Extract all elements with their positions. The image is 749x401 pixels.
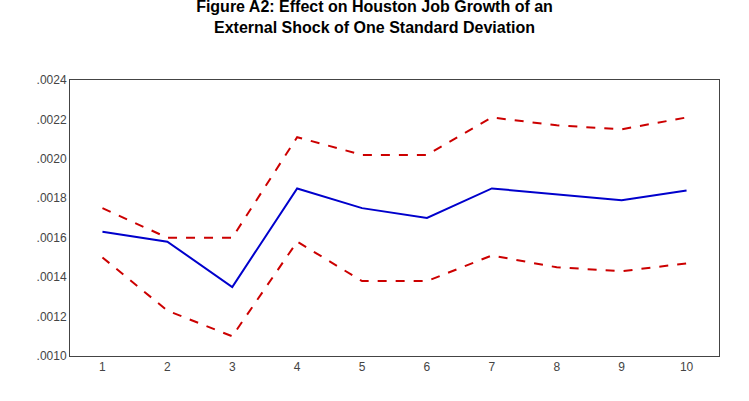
svg-text:3: 3 [229,360,236,374]
svg-text:9: 9 [618,360,625,374]
svg-text:.0010: .0010 [37,349,67,363]
svg-text:.0016: .0016 [37,231,67,245]
svg-text:.0012: .0012 [37,310,67,324]
svg-text:2: 2 [164,360,171,374]
svg-text:8: 8 [553,360,560,374]
svg-text:.0018: .0018 [37,191,67,205]
svg-text:5: 5 [359,360,366,374]
svg-text:.0022: .0022 [37,113,67,127]
svg-text:.0024: .0024 [37,73,67,87]
svg-text:7: 7 [489,360,496,374]
svg-text:Figure A2: Effect on Houston J: Figure A2: Effect on Houston Job Growth … [196,0,553,36]
svg-text:4: 4 [294,360,301,374]
svg-text:.0014: .0014 [37,270,67,284]
svg-text:1: 1 [99,360,106,374]
svg-text:10: 10 [680,360,694,374]
svg-text:.0020: .0020 [37,152,67,166]
svg-text:6: 6 [424,360,431,374]
